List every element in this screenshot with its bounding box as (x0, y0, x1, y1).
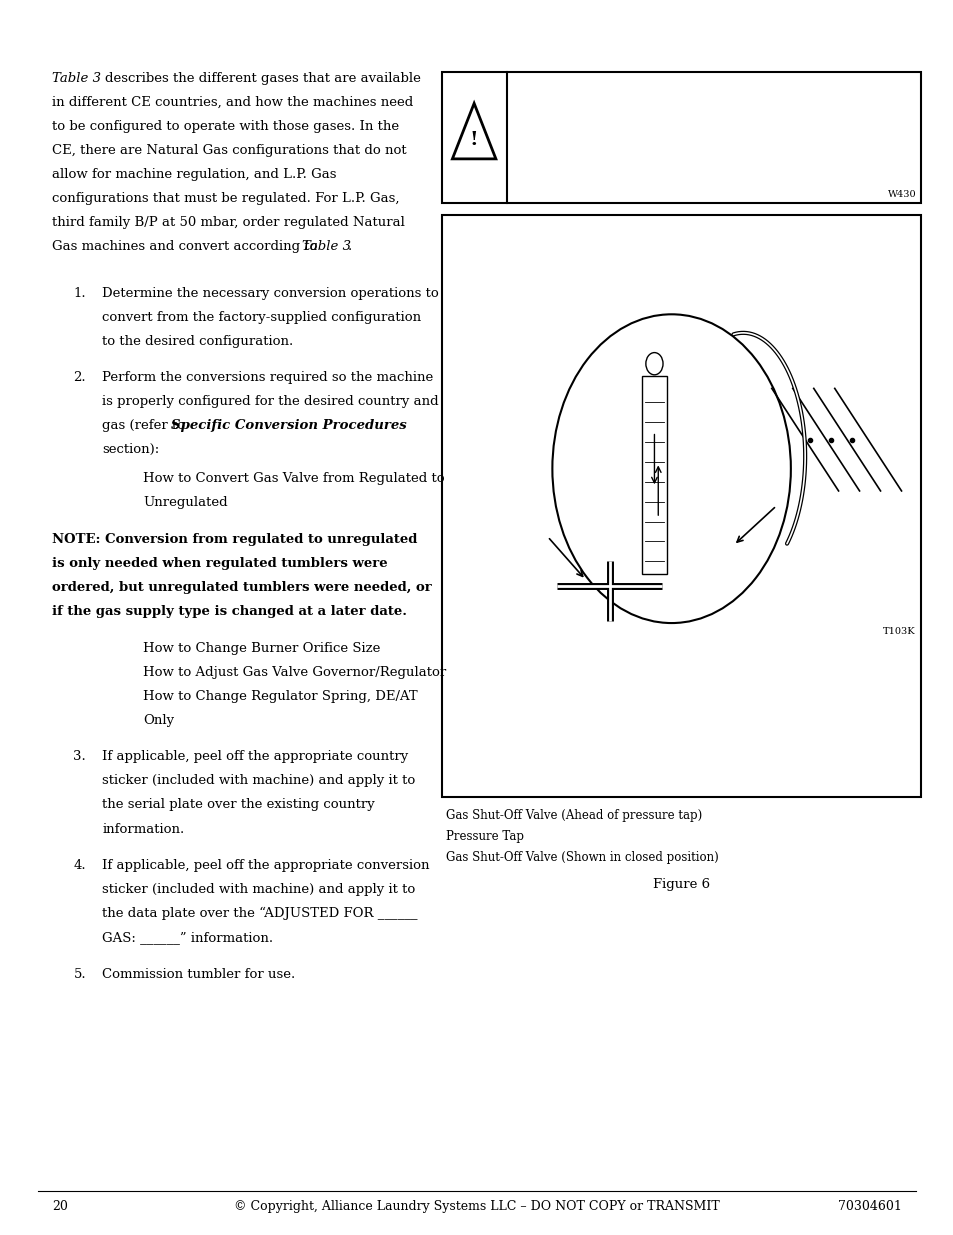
Text: Gas Shut-Off Valve (Shown in closed position): Gas Shut-Off Valve (Shown in closed posi… (446, 851, 719, 864)
Text: allow for machine regulation, and L.P. Gas: allow for machine regulation, and L.P. G… (52, 168, 336, 182)
Text: Determine the necessary conversion operations to: Determine the necessary conversion opera… (102, 287, 438, 300)
Text: describes the different gases that are available: describes the different gases that are a… (105, 72, 420, 85)
Text: If applicable, peel off the appropriate country: If applicable, peel off the appropriate … (102, 750, 408, 763)
Text: Specific Conversion Procedures: Specific Conversion Procedures (171, 419, 406, 432)
Text: 5.: 5. (73, 967, 86, 981)
Text: Figure 6: Figure 6 (652, 878, 709, 892)
Text: GAS: ______” information.: GAS: ______” information. (102, 931, 273, 945)
Bar (441, 72, 920, 203)
Text: How to Change Regulator Spring, DE/AT: How to Change Regulator Spring, DE/AT (143, 689, 417, 703)
Text: information.: information. (102, 823, 184, 836)
Text: Table 3: Table 3 (302, 240, 351, 253)
Text: section):: section): (102, 443, 159, 457)
Text: How to Adjust Gas Valve Governor/Regulator: How to Adjust Gas Valve Governor/Regulat… (143, 666, 446, 679)
Text: .: . (347, 240, 351, 253)
Text: 2.: 2. (73, 370, 86, 384)
Text: the data plate over the “ADJUSTED FOR ______: the data plate over the “ADJUSTED FOR __… (102, 906, 417, 920)
Text: Perform the conversions required so the machine: Perform the conversions required so the … (102, 370, 433, 384)
Text: ordered, but unregulated tumblers were needed, or: ordered, but unregulated tumblers were n… (52, 580, 432, 594)
Text: Pressure Tap: Pressure Tap (446, 830, 524, 844)
Text: If applicable, peel off the appropriate conversion: If applicable, peel off the appropriate … (102, 858, 429, 872)
Text: gas (refer to: gas (refer to (102, 419, 190, 432)
Text: Only: Only (143, 714, 174, 727)
Text: is properly configured for the desired country and: is properly configured for the desired c… (102, 395, 438, 409)
Text: in different CE countries, and how the machines need: in different CE countries, and how the m… (52, 96, 414, 109)
Bar (641, 375, 666, 573)
Text: CE, there are Natural Gas configurations that do not: CE, there are Natural Gas configurations… (52, 143, 407, 157)
Text: !: ! (469, 131, 478, 148)
Text: Commission tumbler for use.: Commission tumbler for use. (102, 967, 295, 981)
Text: 1.: 1. (73, 287, 86, 300)
Text: © Copyright, Alliance Laundry Systems LLC – DO NOT COPY or TRANSMIT: © Copyright, Alliance Laundry Systems LL… (233, 1200, 720, 1213)
Text: T103K: T103K (882, 627, 915, 636)
Text: How to Convert Gas Valve from Regulated to: How to Convert Gas Valve from Regulated … (143, 472, 444, 485)
Polygon shape (452, 104, 496, 159)
Text: Gas Shut-Off Valve (Ahead of pressure tap): Gas Shut-Off Valve (Ahead of pressure ta… (446, 809, 702, 823)
Text: to the desired configuration.: to the desired configuration. (102, 335, 293, 348)
Text: sticker (included with machine) and apply it to: sticker (included with machine) and appl… (102, 774, 415, 788)
Text: sticker (included with machine) and apply it to: sticker (included with machine) and appl… (102, 883, 415, 897)
Text: configurations that must be regulated. For L.P. Gas,: configurations that must be regulated. F… (52, 191, 399, 205)
Text: Gas machines and convert according to: Gas machines and convert according to (52, 240, 322, 253)
Text: third family B/P at 50 mbar, order regulated Natural: third family B/P at 50 mbar, order regul… (52, 216, 405, 230)
Text: the serial plate over the existing country: the serial plate over the existing count… (102, 798, 375, 811)
Text: Table 3: Table 3 (52, 72, 106, 85)
Text: if the gas supply type is changed at a later date.: if the gas supply type is changed at a l… (52, 605, 407, 619)
Text: 20: 20 (52, 1200, 69, 1213)
Text: How to Change Burner Orifice Size: How to Change Burner Orifice Size (143, 641, 380, 655)
Text: convert from the factory-supplied configuration: convert from the factory-supplied config… (102, 310, 421, 324)
Text: W430: W430 (887, 190, 916, 199)
Text: is only needed when regulated tumblers were: is only needed when regulated tumblers w… (52, 557, 388, 571)
Text: 3.: 3. (73, 750, 86, 763)
Text: 70304601: 70304601 (837, 1200, 901, 1213)
Bar (441, 215, 920, 797)
Text: Unregulated: Unregulated (143, 496, 228, 510)
Text: to be configured to operate with those gases. In the: to be configured to operate with those g… (52, 120, 399, 133)
Text: 4.: 4. (73, 858, 86, 872)
Text: NOTE: Conversion from regulated to unregulated: NOTE: Conversion from regulated to unreg… (52, 532, 417, 546)
